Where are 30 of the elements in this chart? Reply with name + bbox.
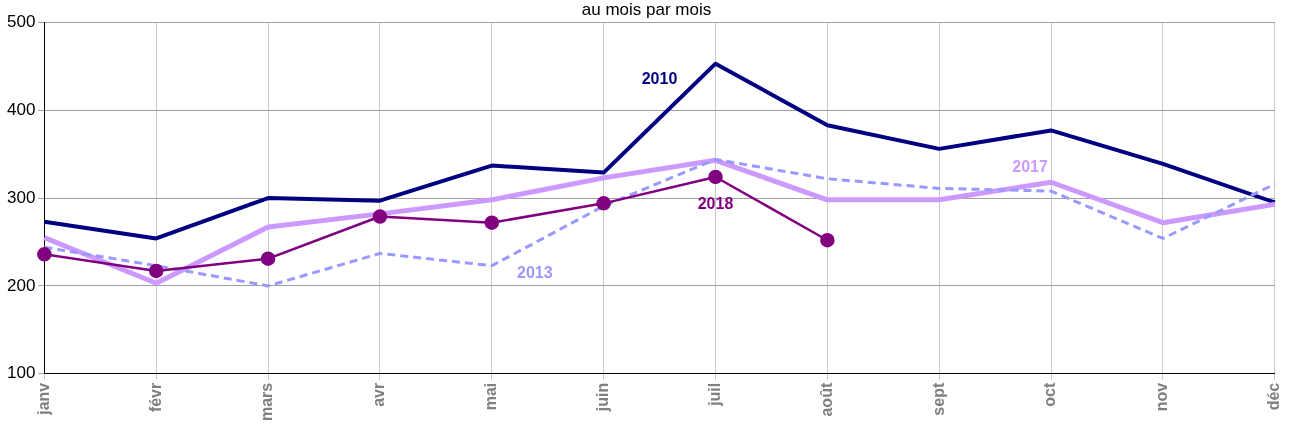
- y-tick-label: 100: [6, 363, 36, 383]
- x-tick-label: févr: [146, 382, 164, 413]
- x-tick-label: janv: [34, 382, 52, 416]
- y-tick-label: 300: [6, 187, 36, 207]
- x-tick-label: juin: [594, 382, 612, 413]
- series-label: 2013: [517, 264, 553, 282]
- point: [708, 169, 723, 185]
- x-tick-label: mai: [482, 382, 500, 411]
- series-label: 2017: [1012, 157, 1048, 175]
- point: [260, 251, 276, 266]
- series-label: 2018: [697, 195, 734, 213]
- point: [37, 247, 52, 262]
- point: [148, 263, 164, 279]
- series-label: 2010: [641, 70, 678, 88]
- x-tick-label: avr: [370, 382, 388, 407]
- x-tick-label: août: [817, 382, 835, 417]
- x-tick-label: sept: [929, 382, 947, 416]
- x-tick-label: nov: [1153, 382, 1171, 412]
- x-tick-label: déc: [1265, 382, 1283, 411]
- y-tick-label: 500: [6, 12, 36, 32]
- x-tick-label: oct: [1041, 382, 1059, 407]
- point: [596, 196, 611, 211]
- point: [484, 215, 500, 230]
- x-tick-label: juil: [705, 382, 723, 407]
- y-tick-label: 400: [6, 99, 36, 119]
- point: [372, 209, 388, 224]
- point: [820, 232, 835, 248]
- chart-title: au mois par mois: [581, 0, 712, 19]
- x-tick-label: mars: [258, 382, 276, 421]
- y-tick-label: 200: [6, 275, 36, 295]
